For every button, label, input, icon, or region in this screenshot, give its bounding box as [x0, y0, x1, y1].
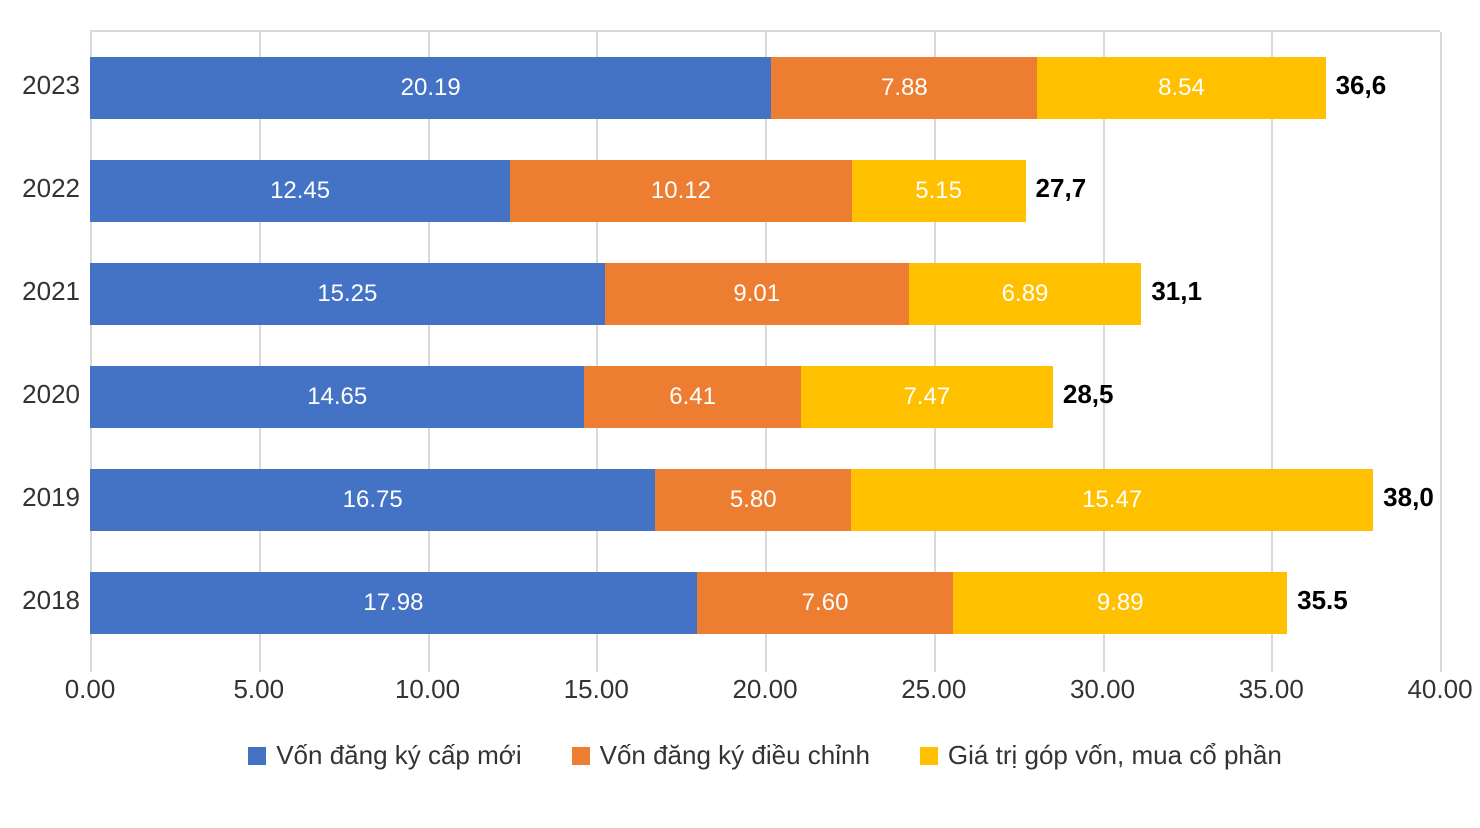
bar-value-label: 5.80 [730, 486, 777, 514]
bar-segment-new: 14.65 [90, 366, 584, 428]
bar-segment-adjust: 7.88 [771, 57, 1037, 119]
bar-value-label: 5.15 [915, 177, 962, 205]
legend-label: Vốn đăng ký cấp mới [276, 740, 521, 771]
bar-value-label: 10.12 [651, 177, 711, 205]
x-axis-label: 0.00 [65, 674, 116, 705]
bar-row: 14.65 6.41 7.47 [90, 366, 1053, 428]
bar-value-label: 16.75 [343, 486, 403, 514]
bar-value-label: 9.89 [1097, 589, 1144, 617]
gridline [1103, 32, 1105, 660]
y-axis-label: 2020 [10, 379, 80, 410]
legend: Vốn đăng ký cấp mới Vốn đăng ký điều chỉn… [90, 740, 1440, 771]
bar-value-label: 9.01 [733, 280, 780, 308]
bar-row: 20.19 7.88 8.54 [90, 57, 1326, 119]
bar-value-label: 8.54 [1158, 74, 1205, 102]
bar-segment-new: 20.19 [90, 57, 771, 119]
y-axis-label: 2018 [10, 585, 80, 616]
y-axis-label: 2021 [10, 276, 80, 307]
bar-segment-adjust: 7.60 [697, 572, 954, 634]
bar-row: 12.45 10.12 5.15 [90, 160, 1026, 222]
x-axis-label: 30.00 [1070, 674, 1135, 705]
legend-label: Giá trị góp vốn, mua cổ phần [948, 740, 1282, 771]
x-axis-label: 40.00 [1407, 674, 1472, 705]
plot-area: 20.19 7.88 8.54 12.45 10.12 5.15 15.25 9.01 6.89… [90, 30, 1440, 660]
x-tick [1440, 660, 1442, 672]
bar-segment-equity: 8.54 [1037, 57, 1325, 119]
bar-segment-equity: 7.47 [801, 366, 1053, 428]
bar-value-label: 17.98 [363, 589, 423, 617]
x-tick [596, 660, 598, 672]
bar-segment-new: 17.98 [90, 572, 697, 634]
bar-row: 17.98 7.60 9.89 [90, 572, 1287, 634]
gridline [596, 32, 598, 660]
bar-value-label: 7.47 [903, 383, 950, 411]
bar-segment-equity: 9.89 [953, 572, 1287, 634]
x-axis-label: 20.00 [732, 674, 797, 705]
bar-value-label: 6.41 [669, 383, 716, 411]
bar-row: 16.75 5.80 15.47 [90, 469, 1373, 531]
gridline [90, 32, 92, 660]
legend-item-new: Vốn đăng ký cấp mới [248, 740, 521, 771]
x-tick [1103, 660, 1105, 672]
y-axis-label: 2023 [10, 70, 80, 101]
bar-total-label: 36,6 [1336, 70, 1387, 101]
bar-segment-new: 15.25 [90, 263, 605, 325]
bar-segment-adjust: 5.80 [655, 469, 851, 531]
bar-total-label: 27,7 [1036, 173, 1087, 204]
legend-swatch [248, 747, 266, 765]
bar-segment-new: 12.45 [90, 160, 510, 222]
bar-segment-equity: 5.15 [852, 160, 1026, 222]
gridline [765, 32, 767, 660]
y-axis-label: 2019 [10, 482, 80, 513]
bar-value-label: 7.88 [881, 74, 928, 102]
x-tick [259, 660, 261, 672]
x-axis-label: 15.00 [564, 674, 629, 705]
bar-value-label: 15.25 [317, 280, 377, 308]
bar-total-label: 38,0 [1383, 482, 1434, 513]
gridline [1271, 32, 1273, 660]
bar-total-label: 28,5 [1063, 379, 1114, 410]
bar-value-label: 15.47 [1082, 486, 1142, 514]
x-tick [934, 660, 936, 672]
bar-segment-new: 16.75 [90, 469, 655, 531]
bar-segment-equity: 15.47 [851, 469, 1373, 531]
x-axis-label: 25.00 [901, 674, 966, 705]
legend-item-adjust: Vốn đăng ký điều chỉnh [572, 740, 870, 771]
fdi-stacked-bar-chart: 20.19 7.88 8.54 12.45 10.12 5.15 15.25 9.01 6.89… [0, 0, 1480, 828]
bar-total-label: 35.5 [1297, 585, 1348, 616]
x-axis-label: 10.00 [395, 674, 460, 705]
legend-swatch [572, 747, 590, 765]
y-axis-label: 2022 [10, 173, 80, 204]
x-tick [1271, 660, 1273, 672]
legend-label: Vốn đăng ký điều chỉnh [600, 740, 870, 771]
bar-value-label: 6.89 [1002, 280, 1049, 308]
bar-segment-equity: 6.89 [909, 263, 1142, 325]
x-axis-label: 5.00 [233, 674, 284, 705]
gridline [1440, 32, 1442, 660]
x-tick [428, 660, 430, 672]
bar-value-label: 14.65 [307, 383, 367, 411]
legend-item-equity: Giá trị góp vốn, mua cổ phần [920, 740, 1282, 771]
gridline [259, 32, 261, 660]
bar-segment-adjust: 6.41 [584, 366, 800, 428]
bar-value-label: 12.45 [270, 177, 330, 205]
bar-segment-adjust: 10.12 [510, 160, 852, 222]
bar-segment-adjust: 9.01 [605, 263, 909, 325]
bar-value-label: 7.60 [802, 589, 849, 617]
bar-value-label: 20.19 [401, 74, 461, 102]
x-axis: 0.005.0010.0015.0020.0025.0030.0035.0040… [90, 660, 1440, 710]
bar-row: 15.25 9.01 6.89 [90, 263, 1141, 325]
legend-swatch [920, 747, 938, 765]
bar-total-label: 31,1 [1151, 276, 1202, 307]
x-tick [90, 660, 92, 672]
x-axis-label: 35.00 [1239, 674, 1304, 705]
x-tick [765, 660, 767, 672]
gridline [934, 32, 936, 660]
gridline [428, 32, 430, 660]
